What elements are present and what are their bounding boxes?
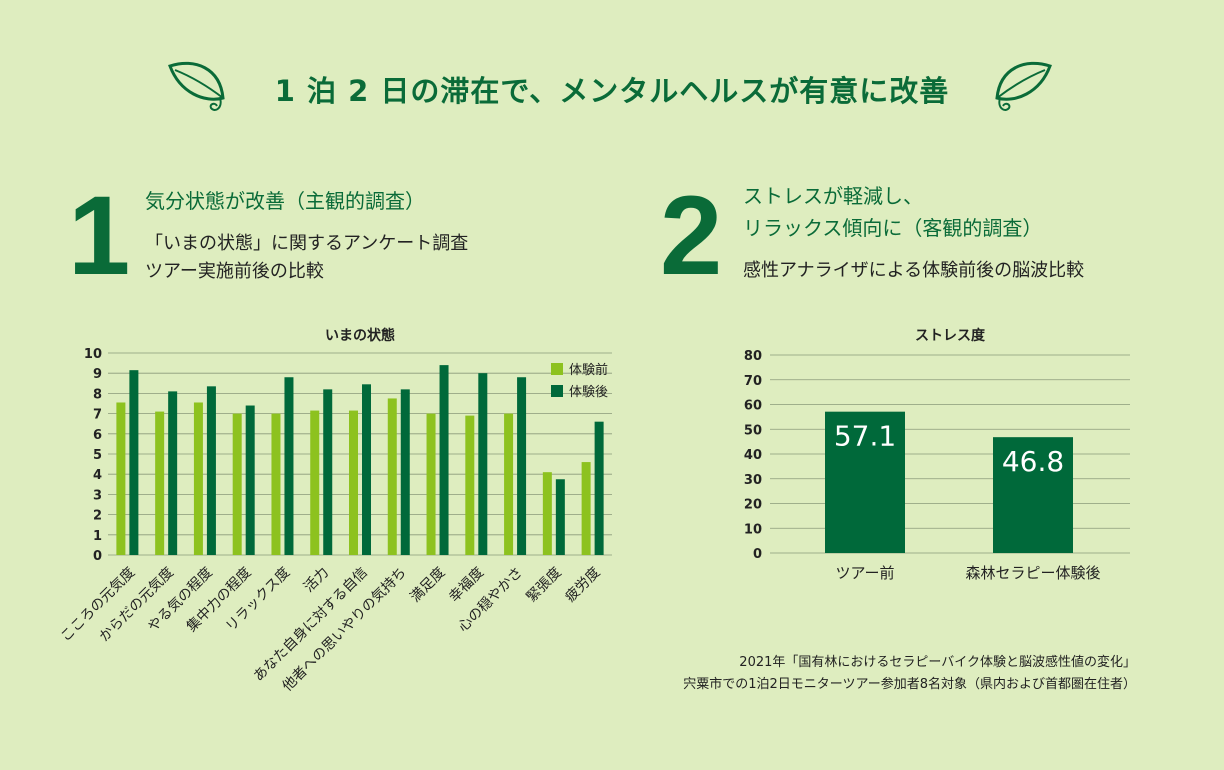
y-tick-label: 6 (93, 428, 102, 443)
section-heading: リラックス傾向に（客観的調査） (743, 216, 1043, 240)
data-label: 46.8 (1002, 445, 1064, 478)
bar-before (426, 413, 436, 555)
bar-after (245, 405, 255, 555)
y-tick-label: 3 (93, 488, 102, 503)
bar-after (400, 389, 410, 555)
section-subtitle: 感性アナライザによる体験前後の脳波比較 (743, 260, 1085, 281)
section-heading: 気分状態が改善（主観的調査） (145, 189, 425, 213)
y-tick-label: 30 (744, 473, 762, 488)
y-tick-label: 5 (93, 448, 102, 463)
x-tick-label: 活力 (301, 565, 332, 596)
y-tick-label: 60 (744, 399, 762, 414)
legend-label: 体験前 (569, 362, 608, 378)
bar-after (362, 384, 371, 555)
legend-swatch (551, 363, 563, 375)
y-tick-label: 4 (93, 468, 102, 483)
bar-before (193, 402, 203, 555)
leaf-icon (995, 61, 1052, 111)
y-tick-label: 40 (744, 448, 762, 463)
bar-before (387, 398, 397, 555)
y-tick-label: 20 (744, 498, 762, 513)
x-tick-label: ツアー前 (835, 564, 894, 582)
bar-after (594, 421, 604, 555)
y-tick-label: 80 (744, 349, 762, 364)
bar-after (517, 377, 527, 555)
bar-after (439, 365, 449, 555)
bar-before (581, 462, 591, 555)
section-subtitle: ツアー実施前後の比較 (145, 261, 324, 282)
bar-before (116, 402, 126, 555)
bar-before (542, 472, 552, 555)
y-tick-label: 50 (744, 423, 762, 438)
bar-before (232, 413, 242, 555)
bar-before (155, 411, 165, 555)
y-tick-label: 70 (744, 374, 762, 389)
y-tick-label: 10 (84, 347, 102, 362)
bar-after (129, 370, 139, 555)
y-tick-label: 1 (93, 529, 102, 544)
x-tick-label: 疲労度 (562, 564, 604, 606)
source-note: 宍粟市での1泊2日モニターツアー参加者8名対象（県内および首都圏在住者） (683, 677, 1136, 692)
source-note: 2021年「国有林におけるセラピーバイク体験と脳波感性値の変化」 (739, 655, 1136, 670)
stress-bar (993, 437, 1073, 553)
bar-before (310, 410, 320, 555)
bar-before (271, 413, 281, 555)
section-number: 1 (68, 173, 131, 298)
y-tick-label: 9 (93, 367, 102, 382)
bar-after (323, 389, 333, 555)
section-heading: ストレスが軽減し、 (743, 184, 923, 208)
chart-title: ストレス度 (915, 328, 985, 344)
bar-after (555, 479, 565, 555)
section-subtitle: 「いまの状態」に関するアンケート調査 (145, 233, 469, 254)
bar-after (206, 386, 216, 555)
x-tick-label: 緊張度 (524, 565, 565, 606)
stress-bar (825, 411, 905, 553)
leaf-icon (168, 61, 225, 111)
bar-before (504, 413, 514, 555)
bar-after (478, 373, 488, 555)
bar-before (349, 410, 358, 555)
legend-swatch (551, 385, 563, 397)
y-tick-label: 10 (744, 522, 762, 537)
bar-after (284, 377, 294, 555)
section-number: 2 (660, 173, 723, 298)
y-tick-label: 0 (753, 547, 762, 562)
bar-after (168, 391, 178, 555)
bar-before (465, 415, 475, 555)
page-title: 1 泊 2 日の滞在で、メンタルヘルスが有意に改善 (274, 74, 950, 108)
y-tick-label: 8 (93, 387, 102, 402)
y-tick-label: 7 (93, 408, 102, 423)
data-label: 57.1 (834, 420, 896, 453)
chart-title: いまの状態 (325, 328, 395, 344)
y-tick-label: 0 (93, 549, 102, 564)
x-tick-label: 森林セラピー体験後 (965, 564, 1100, 582)
x-tick-label: 満足度 (407, 565, 448, 606)
legend-label: 体験後 (569, 385, 608, 400)
y-tick-label: 2 (93, 509, 102, 524)
